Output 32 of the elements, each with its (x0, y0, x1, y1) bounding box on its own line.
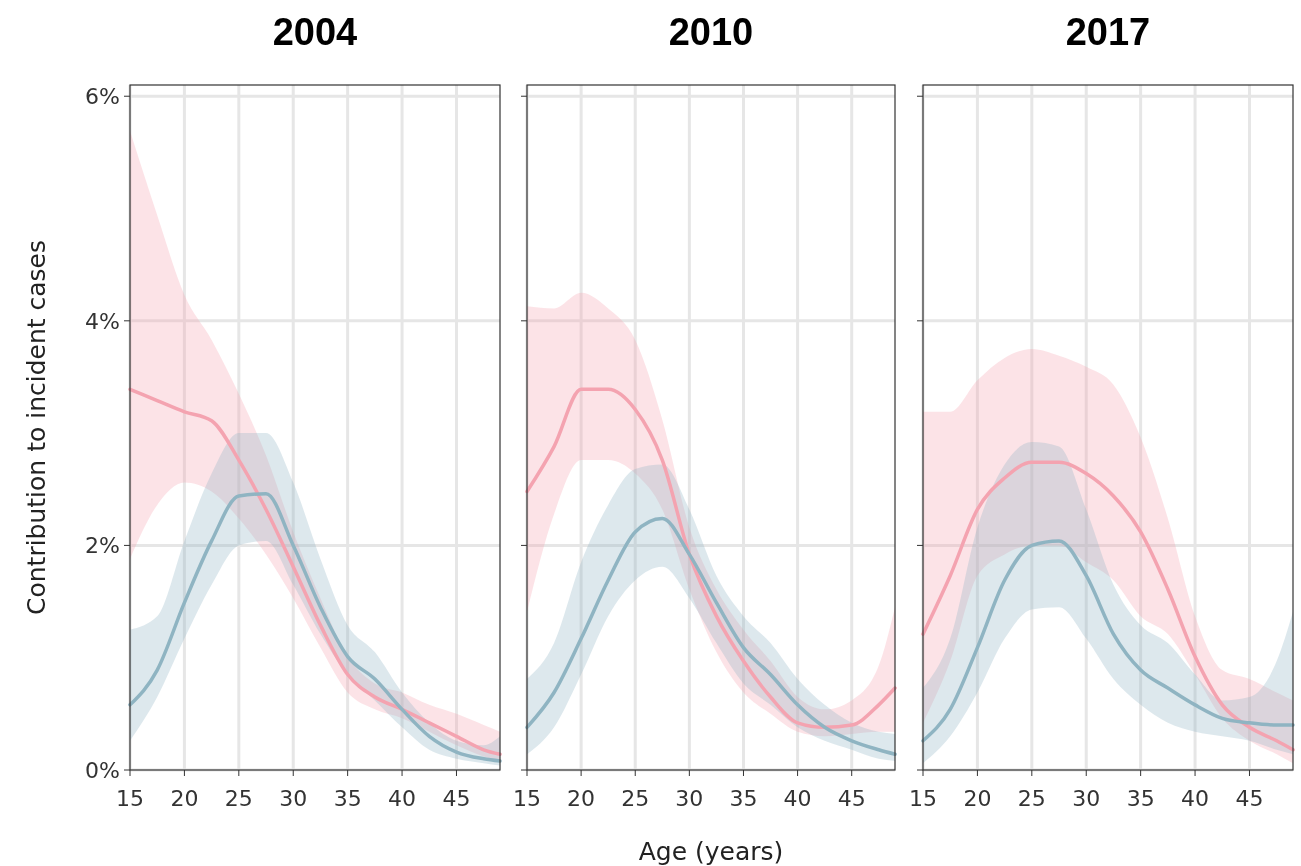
y-tick-label: 2% (85, 533, 120, 559)
x-tick-label: 40 (1181, 786, 1210, 811)
x-tick-label: 15 (909, 786, 937, 811)
y-tick-label: 6% (85, 83, 120, 109)
x-tick-label: 40 (388, 786, 417, 811)
line-series (128, 387, 502, 757)
x-tick-label: 25 (224, 786, 253, 811)
y-axis-title: Contribution to incident cases (22, 239, 51, 616)
y-tick-label: 0% (85, 757, 120, 783)
chart-title: 2017 (1065, 11, 1151, 53)
x-tick-label: 45 (837, 786, 866, 811)
chart-title: 2010 (668, 11, 754, 53)
x-tick-label: 25 (1017, 786, 1046, 811)
x-tick-label: 30 (675, 786, 704, 811)
x-tick-label: 15 (513, 786, 541, 811)
x-tick-label: 35 (729, 786, 758, 811)
x-tick-label: 45 (442, 786, 471, 811)
line-series (128, 492, 502, 763)
x-tick-label: 30 (279, 786, 308, 811)
x-tick-label: 30 (1072, 786, 1101, 811)
x-tick-label: 35 (1126, 786, 1155, 811)
x-axis-title: Age (years) (638, 837, 784, 866)
x-tick-label: 45 (1235, 786, 1264, 811)
x-tick-label: 40 (783, 786, 812, 811)
x-tick-label: 15 (116, 786, 144, 811)
chart-title: 2004 (272, 11, 358, 53)
x-tick-label: 20 (170, 786, 199, 811)
x-tick-label: 35 (333, 786, 362, 811)
x-tick-label: 20 (963, 786, 992, 811)
x-tick-label: 20 (567, 786, 596, 811)
x-tick-label: 25 (621, 786, 650, 811)
y-tick-label: 4% (85, 308, 120, 334)
